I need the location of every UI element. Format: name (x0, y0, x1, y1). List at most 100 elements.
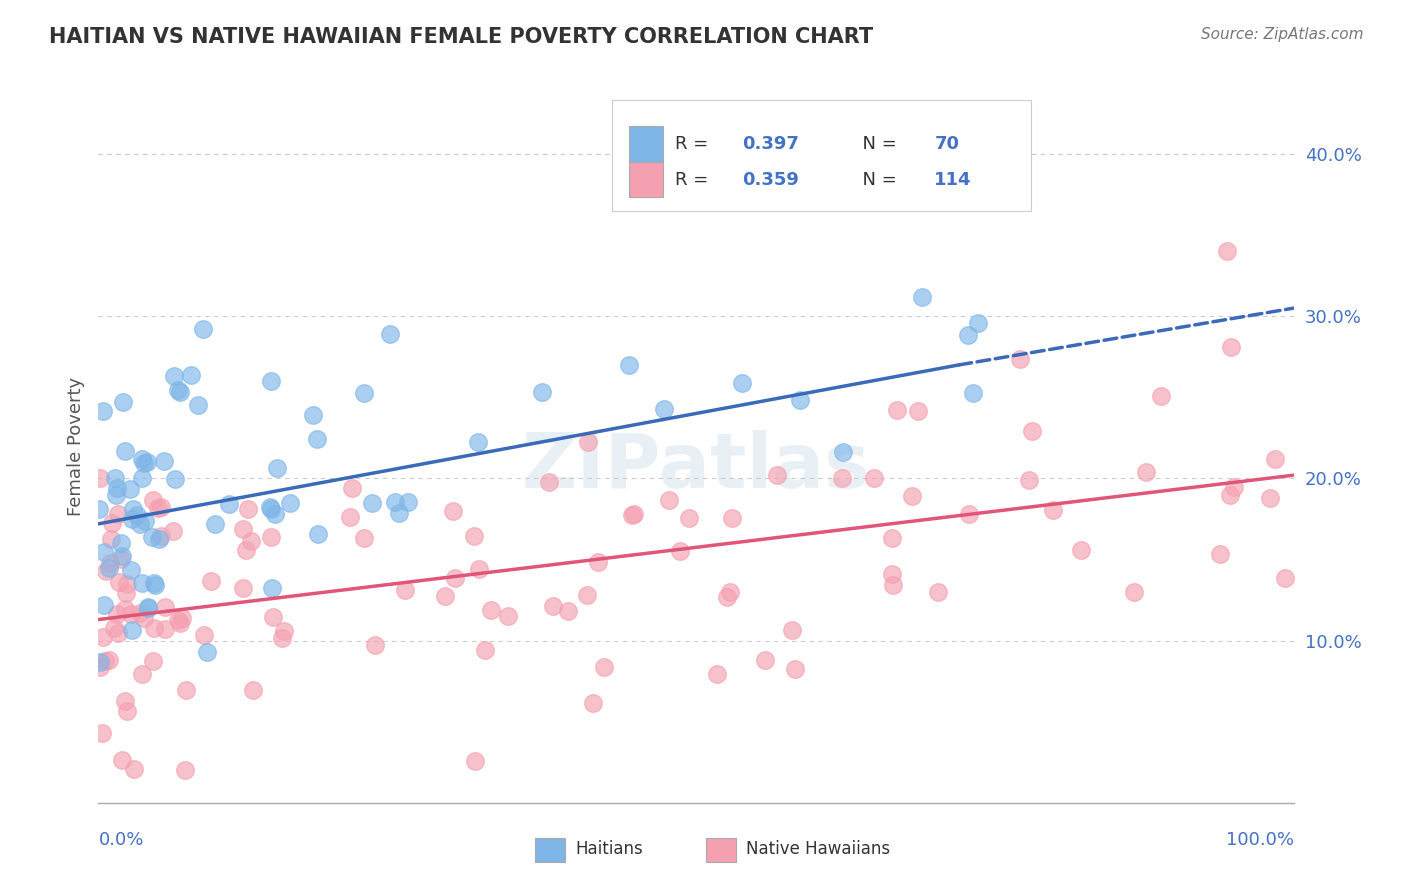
Point (911, 290, 934, 304)
Point (135, 455, 157, 469)
Point (765, 467, 787, 482)
Point (706, 666, 728, 681)
Point (1222, 480, 1244, 494)
Point (110, 551, 132, 566)
Point (273, 624, 295, 639)
Point (193, 321, 215, 335)
Point (131, 667, 153, 681)
Point (121, 623, 143, 637)
Point (1021, 424, 1043, 438)
Point (353, 532, 375, 546)
Point (142, 492, 165, 507)
Point (1122, 584, 1144, 599)
Point (111, 753, 134, 767)
Point (125, 508, 148, 522)
Point (907, 404, 929, 418)
Point (110, 536, 132, 550)
Point (1216, 244, 1239, 259)
Point (97, 561, 120, 575)
Y-axis label: Female Poverty: Female Poverty (66, 376, 84, 516)
Point (831, 471, 853, 485)
Point (132, 456, 155, 470)
Point (463, 529, 485, 543)
Point (576, 435, 599, 450)
Point (1135, 465, 1157, 479)
Point (962, 385, 984, 400)
Point (131, 451, 153, 466)
Point (115, 577, 138, 591)
Point (89, 655, 111, 669)
Point (441, 504, 464, 518)
Point (91, 725, 114, 739)
Point (136, 599, 159, 614)
Point (361, 496, 384, 510)
Point (731, 376, 754, 390)
Point (780, 623, 803, 637)
Point (789, 393, 811, 408)
Point (718, 585, 741, 599)
Point (1070, 543, 1092, 558)
Point (146, 501, 169, 516)
Point (134, 514, 156, 528)
Point (91, 631, 114, 645)
Point (103, 621, 125, 635)
Point (104, 471, 127, 485)
Point (122, 762, 145, 776)
Point (167, 613, 190, 627)
Point (153, 454, 176, 468)
Point (235, 543, 257, 558)
Point (107, 574, 129, 589)
Point (496, 609, 519, 624)
Point (105, 481, 128, 495)
Point (307, 433, 329, 447)
Point (363, 638, 385, 652)
Point (1260, 491, 1282, 505)
Point (169, 616, 191, 631)
Point (195, 645, 218, 659)
Point (163, 369, 186, 384)
Point (467, 434, 489, 449)
Point (307, 526, 329, 541)
Point (531, 385, 554, 400)
Point (832, 445, 855, 459)
Point (242, 683, 264, 698)
Point (541, 599, 564, 614)
Point (617, 358, 640, 372)
Point (134, 611, 156, 625)
Point (94, 654, 117, 668)
Point (434, 589, 457, 603)
Point (180, 368, 202, 382)
Point (260, 581, 283, 595)
Point (150, 529, 173, 543)
Point (118, 482, 141, 496)
Point (232, 581, 254, 595)
Point (120, 563, 142, 577)
Point (129, 606, 152, 620)
Point (89, 471, 111, 485)
Point (353, 385, 375, 400)
Point (128, 516, 150, 531)
Point (120, 607, 142, 621)
Point (260, 374, 283, 388)
Point (468, 561, 491, 575)
Point (114, 693, 136, 707)
Point (901, 489, 924, 503)
Point (121, 502, 143, 516)
Point (110, 549, 132, 564)
Point (91, 404, 114, 418)
Point (141, 530, 163, 544)
Point (388, 506, 411, 520)
Point (1010, 352, 1032, 367)
Point (200, 574, 222, 588)
Point (957, 327, 980, 342)
Point (232, 522, 254, 536)
Point (716, 590, 738, 604)
Point (654, 402, 676, 417)
Point (260, 501, 283, 516)
Point (193, 628, 215, 642)
Point (131, 471, 153, 485)
Point (678, 510, 700, 524)
Point (340, 481, 363, 495)
Point (537, 475, 560, 489)
Point (104, 488, 127, 502)
